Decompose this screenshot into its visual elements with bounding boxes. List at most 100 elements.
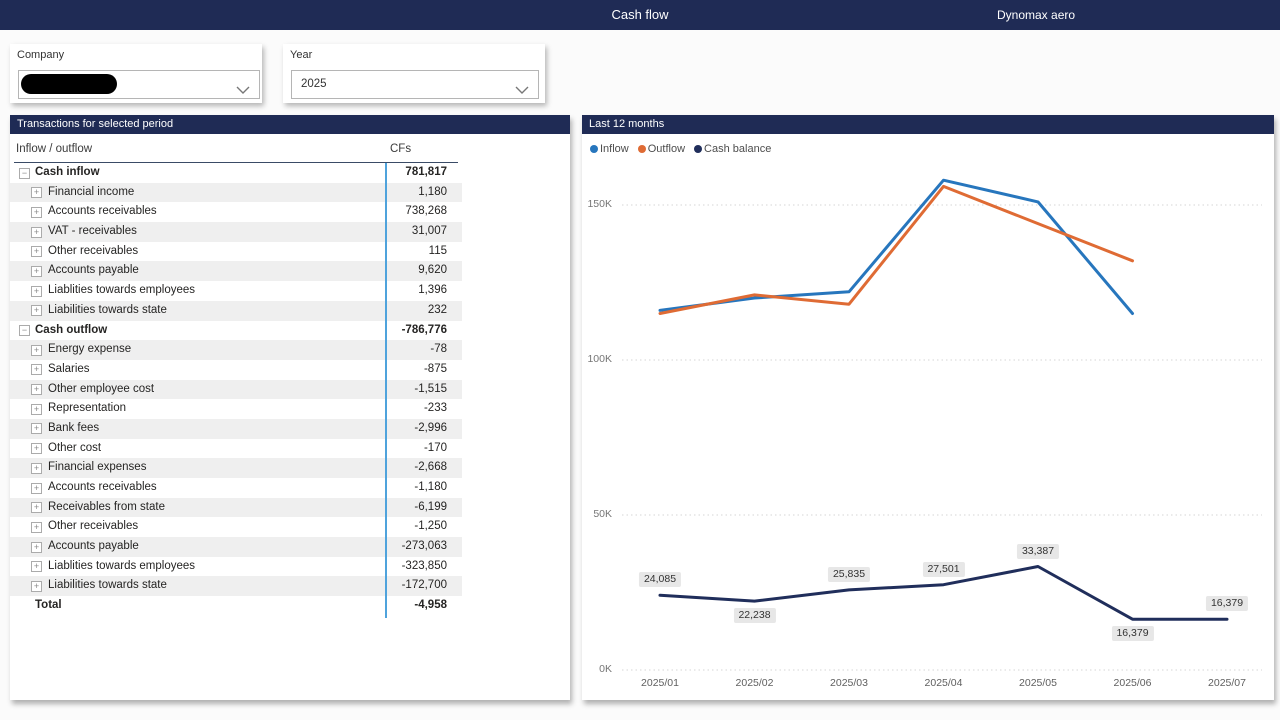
collapse-icon[interactable]: − xyxy=(19,325,30,336)
expand-icon[interactable]: + xyxy=(31,541,42,553)
collapse-icon[interactable]: − xyxy=(19,167,30,179)
row-label: Cash outflow xyxy=(35,323,108,336)
brand-name: Dynomax aero xyxy=(997,8,1076,22)
y-axis-tick-label: 100K xyxy=(587,353,612,365)
x-axis-tick-label: 2025/02 xyxy=(735,677,774,689)
expand-icon[interactable]: + xyxy=(31,423,42,435)
table-row[interactable]: + Representation -233 xyxy=(10,399,462,419)
row-label: Total xyxy=(35,599,62,612)
expand-icon[interactable]: + xyxy=(31,403,42,415)
expand-icon[interactable]: + xyxy=(31,226,42,238)
table-row[interactable]: + Accounts receivables 738,268 xyxy=(10,202,462,222)
legend-label: Outflow xyxy=(647,143,686,155)
row-label: Other cost xyxy=(48,441,102,454)
legend-item-inflow[interactable]: Inflow xyxy=(590,143,629,155)
table-row[interactable]: + Other receivables 115 xyxy=(10,242,462,262)
table-row[interactable]: − Cash outflow -786,776 xyxy=(10,321,462,341)
column-separator xyxy=(385,163,387,618)
legend-dot-icon xyxy=(637,145,646,153)
expand-icon[interactable]: + xyxy=(31,521,42,533)
legend-label: Cash balance xyxy=(704,143,772,155)
company-slicer: Company xyxy=(10,44,262,103)
legend-dot-icon xyxy=(590,145,598,153)
row-label: Other receivables xyxy=(48,520,139,533)
table-row[interactable]: + Other cost -170 xyxy=(10,439,462,459)
row-value: -786,776 xyxy=(401,323,447,336)
expand-icon[interactable]: + xyxy=(31,443,42,455)
table-row[interactable]: + Financial expenses -2,668 xyxy=(10,458,462,478)
x-axis-tick-label: 2025/06 xyxy=(1113,677,1152,689)
expand-icon[interactable]: + xyxy=(31,364,42,376)
table-row[interactable]: + Receivables from state -6,199 xyxy=(10,497,462,518)
column-header-cfs[interactable]: CFs xyxy=(390,143,412,155)
column-header-inflow-outflow[interactable]: Inflow / outflow xyxy=(16,143,93,155)
row-label: Salaries xyxy=(48,362,90,375)
expand-icon[interactable]: + xyxy=(31,265,42,277)
x-axis-tick-label: 2025/01 xyxy=(641,677,679,689)
year-dropdown[interactable]: 2025 xyxy=(291,70,539,99)
expand-icon[interactable]: + xyxy=(31,206,42,218)
x-axis-tick-label: 2025/07 xyxy=(1208,677,1246,689)
company-dropdown[interactable] xyxy=(18,70,260,99)
row-value: 115 xyxy=(428,244,447,257)
year-slicer: Year 2025 xyxy=(283,44,545,103)
chart-canvas: 0K 50K 100K 150K 2025/01 2025/02 2025/03 2025/0… xyxy=(582,115,1274,700)
row-label: Liabilities towards state xyxy=(48,303,167,316)
redacted-company-value xyxy=(21,74,117,94)
row-label: Liablities towards employees xyxy=(48,284,196,297)
expand-icon[interactable]: + xyxy=(31,580,42,592)
expand-icon[interactable]: + xyxy=(31,246,42,258)
expand-icon[interactable]: + xyxy=(31,344,42,356)
table-row[interactable]: + Liabilities towards state 232 xyxy=(10,300,462,321)
row-value: -2,996 xyxy=(414,421,447,434)
table-row[interactable]: + Liablities towards employees 1,396 xyxy=(10,281,462,301)
table-row[interactable]: + Bank fees -2,996 xyxy=(10,418,462,439)
row-value: -273,063 xyxy=(401,540,447,553)
row-value: -1,250 xyxy=(414,520,447,533)
row-value: 31,007 xyxy=(411,225,447,238)
expand-icon[interactable]: + xyxy=(31,384,42,396)
transactions-panel: Transactions for selected period Inflow … xyxy=(10,115,570,700)
table-row[interactable]: + Other employee cost -1,515 xyxy=(10,379,462,400)
table-row[interactable]: + Other receivables -1,250 xyxy=(10,517,462,537)
expand-icon[interactable]: + xyxy=(31,482,42,494)
row-value: 1,180 xyxy=(418,185,447,198)
row-value: -323,850 xyxy=(401,559,447,572)
table-row[interactable]: Total -4,958 xyxy=(10,596,462,616)
table-row[interactable]: − Cash inflow 781,817 xyxy=(10,163,462,183)
row-label: Accounts payable xyxy=(48,264,139,277)
data-point-label: 33,387 xyxy=(1016,543,1060,559)
table-row[interactable]: + VAT - receivables 31,007 xyxy=(10,222,462,242)
expand-icon[interactable]: + xyxy=(31,561,42,573)
table-row[interactable]: + Salaries -875 xyxy=(10,360,462,380)
expand-icon[interactable]: + xyxy=(31,187,42,199)
table-row[interactable]: + Accounts payable 9,620 xyxy=(10,261,462,282)
row-label: Energy expense xyxy=(48,343,132,356)
expand-icon[interactable]: + xyxy=(31,285,42,297)
row-value: -172,700 xyxy=(401,579,447,592)
row-label: Other receivables xyxy=(48,244,139,257)
table-row[interactable]: + Accounts receivables -1,180 xyxy=(10,478,462,498)
row-value: -233 xyxy=(423,402,447,415)
year-dropdown-value: 2025 xyxy=(301,78,327,90)
expand-icon[interactable]: + xyxy=(31,305,42,317)
table-row[interactable]: + Liablities towards employees -323,850 xyxy=(10,557,462,577)
y-axis-tick-label: 0K xyxy=(599,663,612,675)
row-value: -6,199 xyxy=(414,500,447,513)
legend-item-outflow[interactable]: Outflow xyxy=(637,143,686,155)
table-row[interactable]: + Energy expense -78 xyxy=(10,340,462,360)
data-point-label: 27,501 xyxy=(922,561,965,577)
row-label: Liablities towards employees xyxy=(48,559,196,572)
row-label: Accounts receivables xyxy=(48,205,157,218)
row-label: Representation xyxy=(48,402,126,415)
expand-icon[interactable]: + xyxy=(31,462,42,474)
row-value: 1,396 xyxy=(418,284,447,297)
legend-item-cash-balance[interactable]: Cash balance xyxy=(694,143,771,155)
table-row[interactable]: + Liabilities towards state -172,700 xyxy=(10,576,462,597)
row-value: -2,668 xyxy=(414,461,447,474)
data-point-label: 16,379 xyxy=(1205,596,1249,612)
table-row[interactable]: + Accounts payable -273,063 xyxy=(10,537,462,557)
expand-icon[interactable]: + xyxy=(31,502,42,514)
table-row[interactable]: + Financial income 1,180 xyxy=(10,182,462,203)
